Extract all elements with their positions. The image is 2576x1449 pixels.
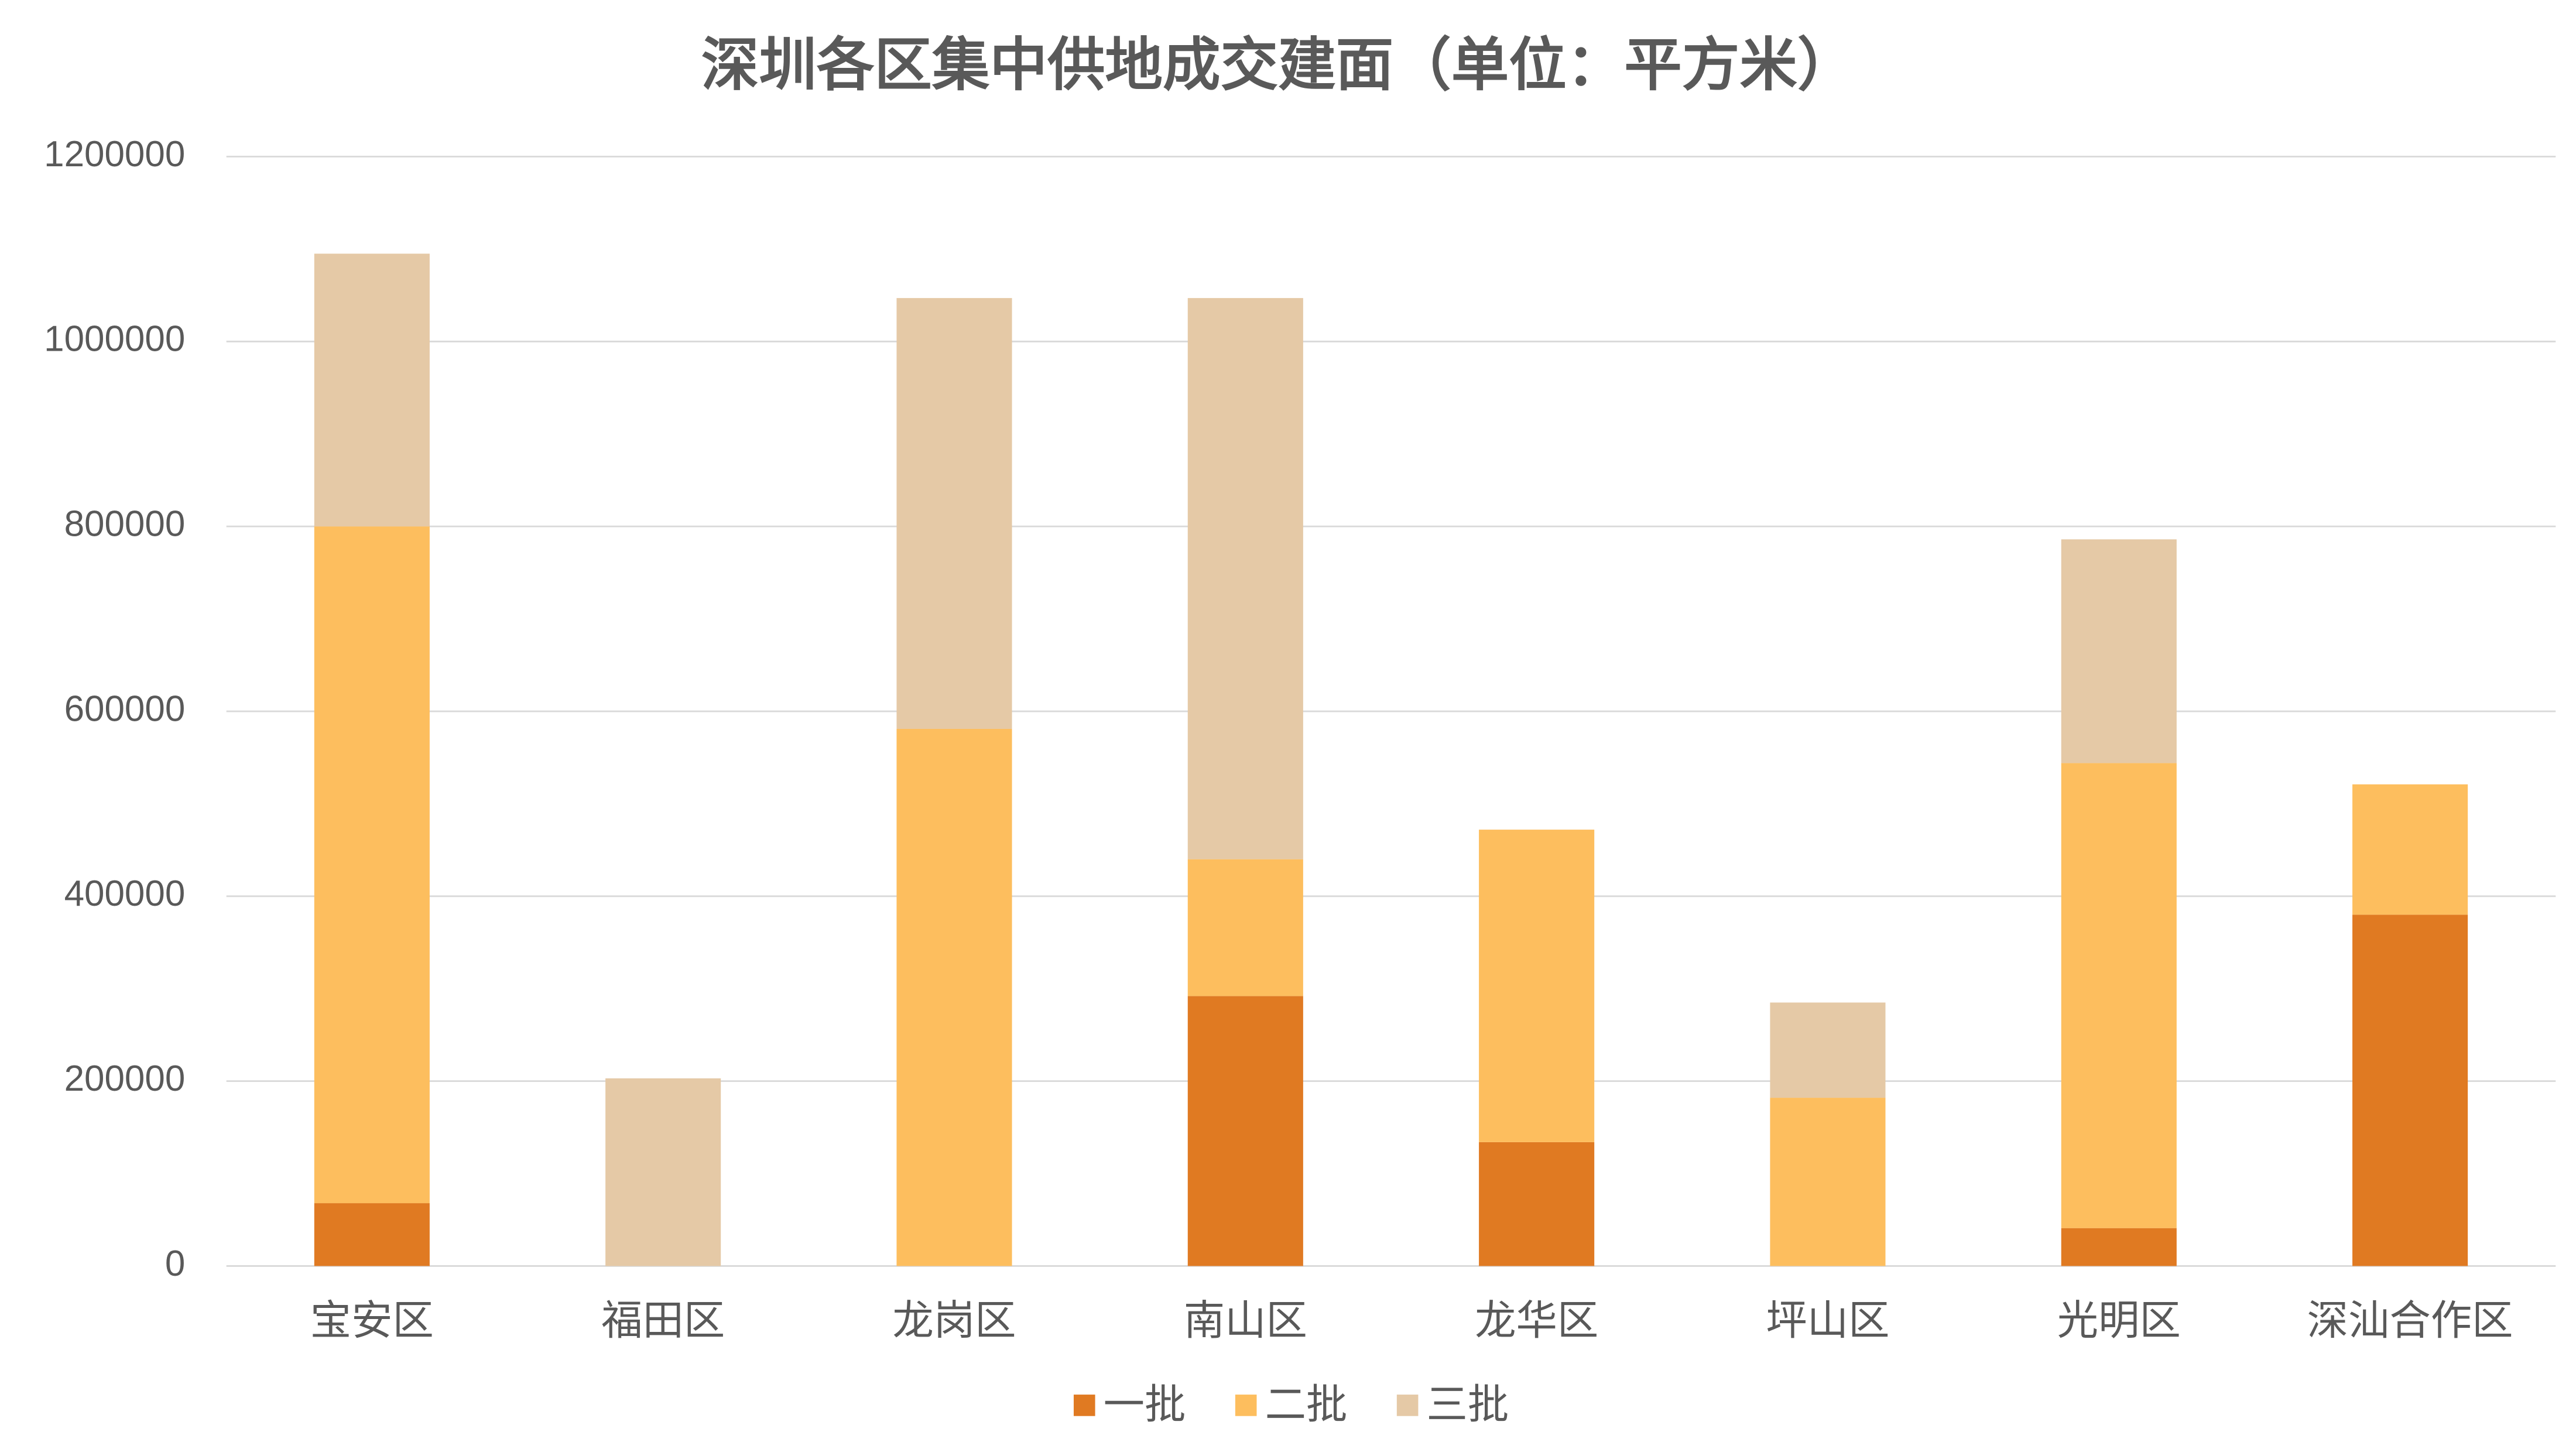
x-tick-label: 福田区 bbox=[601, 1297, 725, 1344]
bar-segment bbox=[1187, 298, 1303, 859]
bar-segment bbox=[1770, 1002, 1886, 1098]
y-tick-label: 1000000 bbox=[44, 319, 185, 359]
bar-segment bbox=[1770, 1098, 1886, 1266]
bar-segment bbox=[314, 526, 430, 1204]
y-tick-label: 800000 bbox=[64, 504, 186, 544]
y-tick-label: 200000 bbox=[64, 1059, 186, 1099]
bar-segment bbox=[2061, 763, 2177, 1228]
bar-segment bbox=[2352, 784, 2468, 915]
bar-segment bbox=[314, 1203, 430, 1266]
legend-swatch bbox=[1235, 1395, 1257, 1416]
bar-segment bbox=[1187, 996, 1303, 1266]
y-tick-label: 600000 bbox=[64, 688, 186, 729]
legend-label: 一批 bbox=[1104, 1381, 1186, 1427]
bar-segment bbox=[314, 254, 430, 527]
legend-label: 二批 bbox=[1265, 1381, 1348, 1427]
bar-segment bbox=[896, 728, 1012, 1266]
x-tick-label: 光明区 bbox=[2057, 1297, 2181, 1344]
chart-title: 深圳各区集中供地成交建面（单位：平方米） bbox=[701, 32, 1855, 97]
bar-segment bbox=[896, 298, 1012, 729]
x-tick-label: 龙华区 bbox=[1475, 1297, 1598, 1344]
bar-segment bbox=[1187, 859, 1303, 996]
x-tick-label: 深汕合作区 bbox=[2307, 1297, 2513, 1344]
bar-segment bbox=[1479, 830, 1595, 1142]
legend-label: 三批 bbox=[1427, 1381, 1509, 1427]
legend-swatch bbox=[1396, 1395, 1419, 1416]
y-tick-label: 400000 bbox=[64, 873, 186, 914]
x-tick-label: 宝安区 bbox=[310, 1297, 434, 1344]
legend-swatch bbox=[1073, 1395, 1095, 1416]
x-tick-label: 龙岗区 bbox=[892, 1297, 1016, 1344]
bar-segment bbox=[2061, 1228, 2177, 1266]
bar-segment bbox=[2352, 914, 2468, 1266]
x-tick-label: 南山区 bbox=[1184, 1297, 1307, 1344]
bar-segment bbox=[605, 1078, 721, 1266]
bar-segment bbox=[2061, 539, 2177, 763]
x-tick-label: 坪山区 bbox=[1766, 1297, 1889, 1344]
y-tick-label: 1200000 bbox=[44, 134, 185, 174]
y-tick-label: 0 bbox=[165, 1244, 185, 1284]
bar-segment bbox=[1479, 1142, 1595, 1266]
